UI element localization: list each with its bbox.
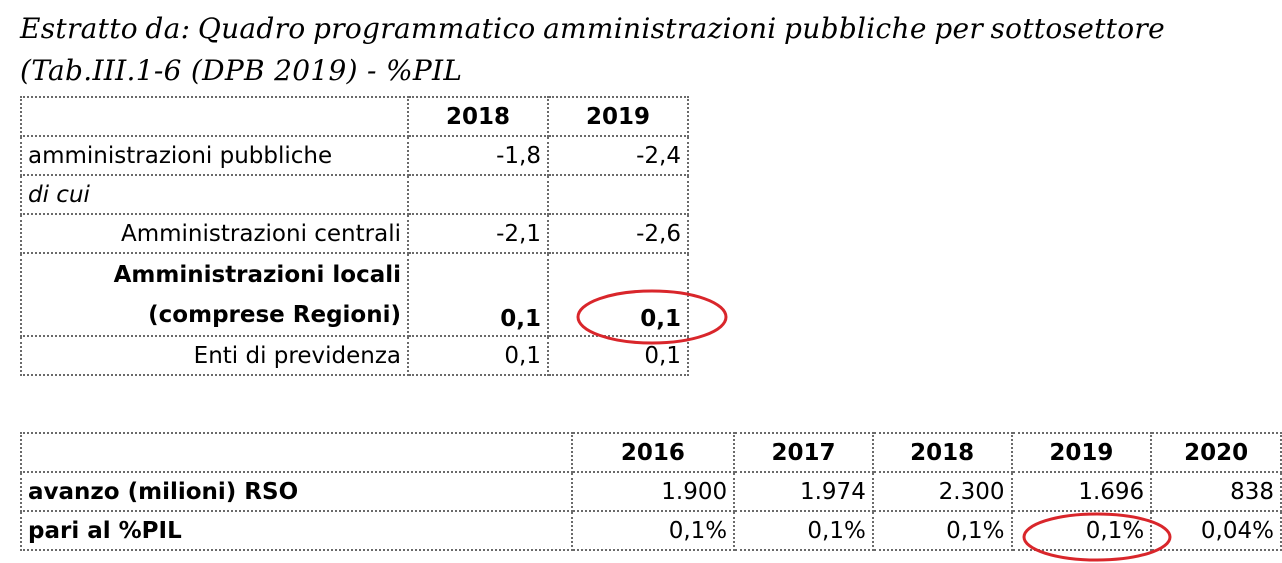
row-label: di cui: [20, 174, 409, 215]
header-cell-2017: 2017: [733, 432, 874, 473]
value-cell: 0,1%: [733, 510, 874, 551]
heading-word: Estratto: [20, 12, 138, 45]
value-cell: 0,04%: [1150, 510, 1282, 551]
document-heading: Estratto da: Quadro programmatico ammini…: [20, 8, 1165, 92]
header-cell-empty: [20, 96, 409, 137]
value-cell: -2,6: [547, 213, 689, 254]
value-cell: 2.300: [871, 471, 1013, 512]
table-row: Amministrazioni centrali -2,1 -2,6: [20, 213, 689, 254]
header-cell-2019: 2019: [547, 96, 689, 137]
table-row: Enti di previdenza 0,1 0,1: [20, 335, 689, 376]
heading-word: programmatico: [312, 12, 536, 45]
heading-word: per: [934, 12, 984, 45]
header-cell-empty: [20, 432, 573, 473]
rso-surplus-table: 2016 2017 2018 2019 2020 avanzo (milioni…: [20, 432, 1282, 551]
header-cell-2020: 2020: [1150, 432, 1282, 473]
table-header-row: 2016 2017 2018 2019 2020: [20, 432, 1282, 473]
table-row: amministrazioni pubbliche -1,8 -2,4: [20, 135, 689, 176]
row-label: pari al %PIL: [20, 510, 573, 551]
value-cell: 0,1: [547, 335, 689, 376]
row-label-line: Amministrazioni locali: [113, 261, 401, 288]
value-cell-circled: 0,1: [547, 252, 689, 337]
heading-word: pubbliche: [784, 12, 927, 45]
header-cell-2018: 2018: [407, 96, 549, 137]
value-cell: 0,1%: [871, 510, 1013, 551]
value-cell: -1,8: [407, 135, 549, 176]
row-label-line: (comprese Regioni): [148, 301, 401, 328]
table-row: Amministrazioni locali (comprese Regioni)…: [20, 252, 689, 337]
heading-line-2: (Tab.III.1-6 (DPB 2019) - %PIL: [20, 54, 463, 87]
heading-word: da:: [145, 12, 191, 45]
value-cell: -2,4: [547, 135, 689, 176]
row-label: Amministrazioni locali (comprese Regioni): [20, 252, 409, 337]
heading-word: sottosettore: [990, 12, 1165, 45]
table-row: avanzo (milioni) RSO 1.900 1.974 2.300 1…: [20, 471, 1282, 512]
heading-word: amministrazioni: [543, 12, 777, 45]
table-header-row: 2018 2019: [20, 96, 689, 137]
heading-line-1: Estratto da: Quadro programmatico ammini…: [20, 8, 1165, 50]
row-label: Amministrazioni centrali: [20, 213, 409, 254]
header-cell-2019: 2019: [1010, 432, 1153, 473]
value-cell-circled: 0,1%: [1010, 510, 1153, 551]
value-cell: 0,1: [407, 252, 549, 337]
empty-cell: [407, 174, 549, 215]
table-row: pari al %PIL 0,1% 0,1% 0,1% 0,1% 0,04%: [20, 510, 1282, 551]
header-cell-2018: 2018: [871, 432, 1013, 473]
value-cell: 0,1: [407, 335, 549, 376]
heading-word: Quadro: [197, 12, 306, 45]
value-cell: 1.974: [733, 471, 874, 512]
value-cell: 0,1%: [570, 510, 736, 551]
value-cell: 1.696: [1010, 471, 1153, 512]
header-cell-2016: 2016: [570, 432, 736, 473]
empty-cell: [547, 174, 689, 215]
subsector-balance-table: 2018 2019 amministrazioni pubbliche -1,8…: [20, 96, 689, 376]
row-label: avanzo (milioni) RSO: [20, 471, 573, 512]
row-label: Enti di previdenza: [20, 335, 409, 376]
table-row: di cui: [20, 174, 689, 215]
value-cell: -2,1: [407, 213, 549, 254]
value-cell: 838: [1150, 471, 1282, 512]
value-cell: 1.900: [570, 471, 736, 512]
row-label: amministrazioni pubbliche: [20, 135, 409, 176]
